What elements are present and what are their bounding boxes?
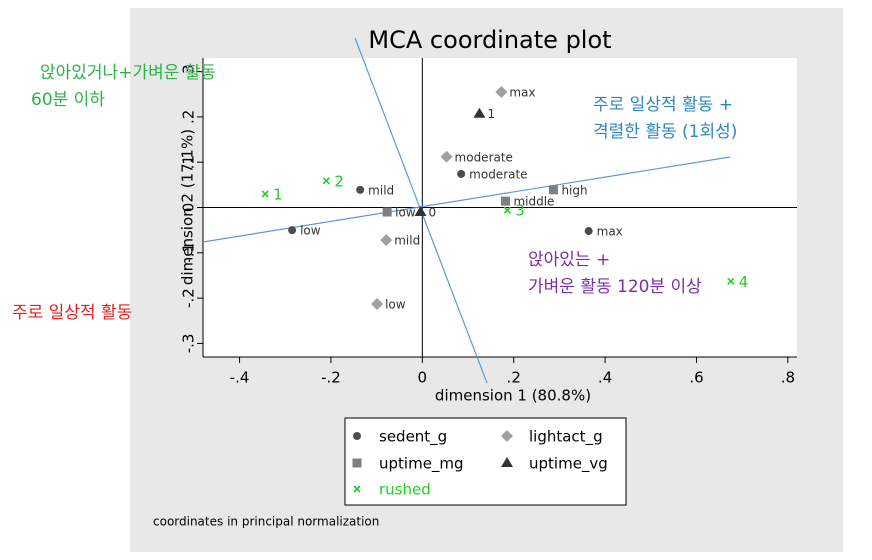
point <box>356 185 365 194</box>
legend-label: sedent_g <box>379 428 447 447</box>
point-label: moderate <box>469 167 527 181</box>
legend-label: uptime_mg <box>379 455 464 474</box>
point <box>548 185 558 195</box>
point <box>473 107 486 118</box>
point-label: 2 <box>334 172 344 190</box>
annotation: 앉아있거나+가벼운 활동 <box>40 63 216 83</box>
point-label: high <box>561 183 587 197</box>
x-tick-label: -.2 <box>321 369 341 387</box>
annotation: 앉아있는 + <box>528 250 610 270</box>
legend-marker <box>501 457 513 467</box>
legend-marker <box>353 432 361 440</box>
point <box>371 297 384 310</box>
point <box>382 207 392 217</box>
x-tick-label: -.4 <box>230 369 250 387</box>
legend-label: rushed <box>379 481 431 499</box>
point-label: 4 <box>739 273 749 291</box>
caption: coordinates in principal normalization <box>153 515 379 529</box>
y-tick-label: .3 <box>180 64 198 78</box>
annotation: 가벼운 활동 120분 이상 <box>528 277 702 297</box>
annotation: 격렬한 활동 (1회성) <box>593 122 737 142</box>
y-tick-label: -.1 <box>180 243 198 263</box>
legend-label: uptime_vg <box>529 455 608 474</box>
legend-marker <box>353 485 361 493</box>
point-label: 0 <box>428 206 436 220</box>
y-tick-label: .2 <box>180 110 198 124</box>
annotation: 주로 일상적 활동 + <box>593 95 733 115</box>
point-label: middle <box>513 195 554 209</box>
x-axis-label: dimension 1 (80.8%) <box>435 387 591 405</box>
point <box>440 150 453 163</box>
point <box>495 85 508 98</box>
annotation: 주로 일상적 활동 <box>12 303 132 323</box>
point-label: 1 <box>487 107 495 121</box>
y-tick-label: 0 <box>180 203 198 213</box>
x-tick-label: .6 <box>689 369 703 387</box>
point-label: moderate <box>455 150 513 164</box>
legend-box <box>344 417 627 506</box>
point <box>457 169 466 178</box>
y-tick-label: .1 <box>180 155 198 169</box>
point-label: mild <box>368 183 394 197</box>
chart-title: MCA coordinate plot <box>368 26 611 54</box>
point-label: max <box>597 225 623 239</box>
point <box>500 196 510 206</box>
x-tick-label: .2 <box>507 369 521 387</box>
legend-marker <box>352 458 362 468</box>
point-label: max <box>509 85 535 99</box>
point-label: mild <box>394 234 420 248</box>
x-tick-label: 0 <box>418 369 428 387</box>
y-tick-label: -.3 <box>180 334 198 354</box>
point <box>584 227 593 236</box>
point-label: 3 <box>515 202 525 220</box>
point <box>261 190 269 198</box>
x-tick-label: .4 <box>598 369 612 387</box>
annotation: 60분 이하 <box>31 90 105 110</box>
point <box>288 226 297 235</box>
point <box>503 206 511 214</box>
point <box>727 277 735 285</box>
point-label: 1 <box>273 185 283 203</box>
point-label: low <box>300 224 321 238</box>
legend-label: lightact_g <box>529 428 603 447</box>
legend-marker <box>501 430 513 442</box>
point <box>380 234 393 247</box>
point-label: low <box>385 297 406 311</box>
y-axis-label: dimension 2 (17.1%) <box>179 129 197 285</box>
point-label: low <box>395 206 416 220</box>
x-tick-label: .8 <box>781 369 795 387</box>
point <box>322 177 330 185</box>
y-tick-label: -.2 <box>180 288 198 308</box>
point <box>414 206 427 217</box>
